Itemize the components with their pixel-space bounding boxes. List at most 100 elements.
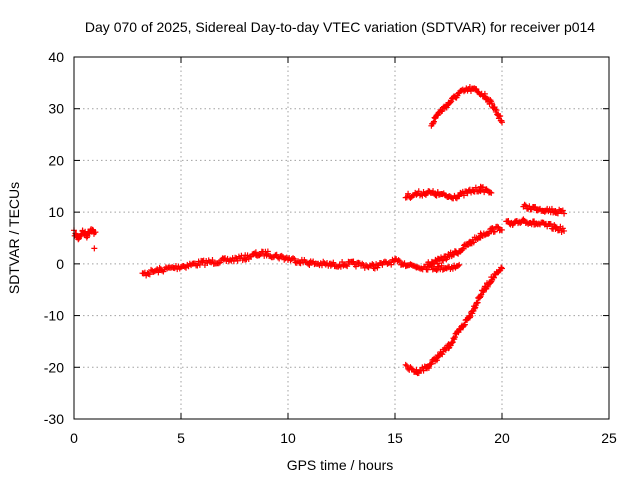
data-point: [497, 112, 504, 119]
data-point: [561, 227, 568, 234]
data-point: [456, 261, 463, 268]
data-point: [439, 351, 446, 358]
series-arc-early: [71, 226, 99, 243]
data-point: [252, 249, 259, 256]
y-tick-label: 0: [56, 256, 64, 272]
data-point: [438, 254, 445, 261]
data-point: [526, 203, 533, 210]
data-point: [290, 255, 297, 262]
y-tick-label: -20: [44, 359, 64, 375]
data-point: [460, 192, 467, 199]
y-axis-label: SDTVAR / TECUs: [6, 182, 22, 294]
data-point: [215, 260, 222, 267]
data-point: [428, 360, 435, 367]
data-point: [488, 189, 495, 196]
data-point: [425, 364, 432, 371]
data-point: [433, 357, 440, 364]
data-point: [450, 251, 457, 258]
data-point: [559, 207, 566, 214]
data-point: [439, 107, 446, 114]
series-arc-rising: [424, 223, 505, 269]
x-tick-label: 20: [494, 430, 510, 446]
data-point: [91, 245, 98, 252]
data-point: [473, 86, 480, 93]
data-point: [430, 188, 437, 195]
data-point: [146, 271, 153, 278]
data-point: [433, 267, 440, 274]
data-point: [350, 258, 357, 265]
data-point: [459, 246, 466, 253]
data-point: [454, 263, 461, 270]
data-point: [405, 190, 412, 197]
data-point: [488, 100, 495, 107]
data-point: [547, 221, 554, 228]
data-point: [359, 260, 366, 267]
data-point: [472, 184, 479, 191]
data-point: [330, 259, 337, 266]
data-point: [561, 210, 568, 217]
data-point: [155, 269, 162, 276]
y-tick-label: -10: [44, 308, 64, 324]
data-point: [273, 251, 280, 258]
series-arc-late-high: [520, 201, 568, 217]
series-arc-early-tail: [91, 245, 98, 252]
data-point: [209, 257, 216, 264]
series-arc-bottom: [402, 264, 505, 377]
series-arc-middle: [402, 183, 495, 202]
data-point: [396, 258, 403, 265]
data-point: [447, 99, 454, 106]
axes: 0 5 10 15 20 25 -30 -20 -10 0 10 20 30 40: [44, 49, 617, 446]
data-point: [494, 223, 501, 230]
data-point: [342, 262, 349, 269]
x-tick-label: 15: [387, 430, 403, 446]
data-point: [499, 226, 505, 233]
data-point: [430, 118, 437, 125]
data-point: [499, 119, 505, 126]
data-point: [413, 366, 420, 373]
x-tick-label: 10: [280, 430, 296, 446]
data-point: [395, 257, 402, 264]
data-point: [491, 228, 498, 235]
x-tick-label: 0: [70, 430, 78, 446]
data-point: [489, 225, 496, 232]
data-point: [430, 119, 437, 126]
data-point: [541, 208, 548, 215]
data-point: [291, 255, 298, 262]
data-point: [461, 321, 468, 328]
data-point: [403, 362, 410, 369]
data-point: [264, 248, 271, 255]
data-point: [451, 334, 458, 341]
data-point: [424, 266, 431, 273]
data-marks: [71, 84, 568, 377]
data-point: [420, 367, 427, 374]
data-point: [443, 104, 450, 111]
x-tick-label: 25: [601, 430, 617, 446]
y-tick-label: 40: [48, 49, 64, 65]
data-point: [521, 201, 528, 208]
y-tick-label: -30: [44, 411, 64, 427]
data-point: [485, 230, 492, 237]
data-point: [438, 262, 445, 269]
chart-title: Day 070 of 2025, Sidereal Day-to-day VTE…: [85, 19, 595, 35]
grid-lines: [74, 57, 609, 419]
data-point: [352, 263, 359, 270]
data-point: [75, 236, 82, 243]
data-point: [431, 261, 438, 268]
plot-frame: [73, 56, 610, 420]
data-point: [440, 257, 447, 264]
data-point: [402, 361, 409, 368]
data-point: [487, 97, 494, 104]
series-arc-late: [503, 216, 568, 235]
data-point: [278, 252, 285, 259]
data-point: [490, 274, 497, 281]
data-point: [505, 217, 512, 224]
data-point: [487, 189, 494, 196]
x-tick-label: 5: [177, 430, 185, 446]
data-point: [522, 202, 529, 209]
y-tick-label: 10: [48, 204, 64, 220]
data-point: [344, 263, 351, 270]
y-tick-label: 30: [48, 101, 64, 117]
y-tick-label: 20: [48, 152, 64, 168]
